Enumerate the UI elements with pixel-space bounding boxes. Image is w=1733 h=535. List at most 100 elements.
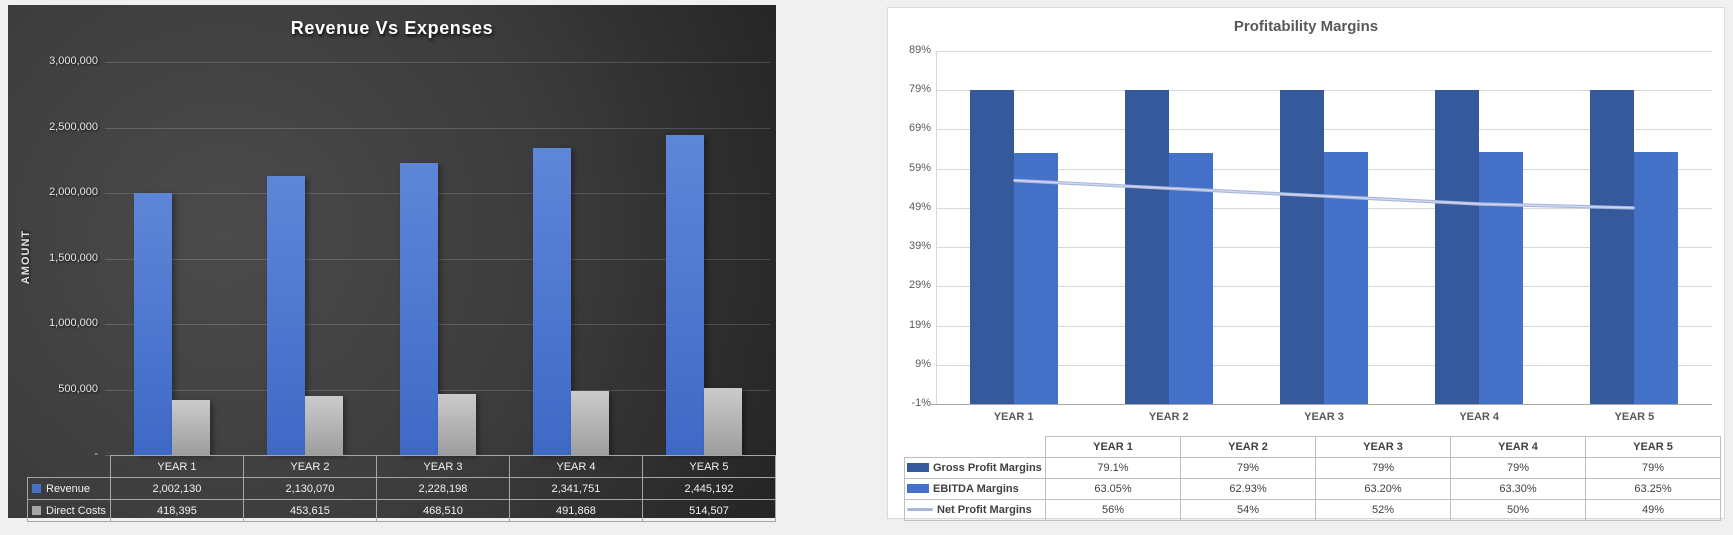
legend-cell-gross-profit-margins: Gross Profit Margins: [904, 457, 1046, 479]
y-tick-label: -: [94, 448, 98, 460]
y-tick-label: -1%: [911, 397, 931, 409]
table-value-cell: 79%: [1450, 457, 1586, 479]
revenue-bar-year-3: [399, 163, 438, 455]
y-tick-label: 1,500,000: [49, 251, 98, 264]
gross-profit-margins-bar-year-1: [969, 89, 1014, 404]
direct-costs-bar-year-5: [703, 387, 742, 455]
x-category-label: YEAR 5: [1614, 411, 1655, 423]
revenue-bar-year-4: [532, 148, 571, 455]
table-value-cell: 79.1%: [1045, 457, 1181, 479]
data-table: YEAR 1 YEAR 2 YEAR 3 YEAR 4 YEAR 5 Revenue 2,0…: [27, 455, 777, 522]
table-value-cell: 514,507: [641, 499, 777, 522]
table-header-cell: YEAR 4: [508, 455, 643, 478]
legend-cell-ebitda-margins: EBITDA Margins: [904, 478, 1046, 500]
gross-profit-margins-bar-year-3: [1280, 90, 1324, 404]
table-value-cell: 49%: [1585, 499, 1721, 521]
plot-area: 3,000,000 2,500,000 2,000,000 1,500,000 1,00…: [8, 5, 776, 518]
direct-costs-bar-year-1: [171, 400, 210, 455]
table-header-cell: YEAR 5: [1585, 436, 1721, 458]
y-tick-label: 49%: [908, 200, 931, 213]
revenue-bar-year-5: [665, 134, 704, 455]
chart-title: Profitability Margins: [1233, 18, 1379, 35]
table-value-cell: 54%: [1180, 499, 1316, 521]
x-category-label: YEAR 1: [993, 411, 1034, 423]
table-value-cell: 63.20%: [1315, 478, 1451, 500]
table-row-direct-costs: Direct Costs 418,395 453,615 468,510 491,868…: [27, 499, 777, 522]
y-tick-label: 2,500,000: [49, 120, 98, 133]
gridline: [936, 51, 1712, 52]
x-category-label: YEAR 3: [1304, 411, 1344, 423]
table-header-cell: YEAR 1: [1045, 436, 1181, 458]
table-header-cell: YEAR 2: [1180, 436, 1316, 458]
table-header-row: YEAR 1 YEAR 2 YEAR 3 YEAR 4 YEAR 5: [905, 436, 1721, 458]
table-value-cell: 79%: [1585, 457, 1721, 479]
table-value-cell: 63.05%: [1045, 478, 1181, 500]
y-axis-line: [936, 51, 937, 404]
y-tick-label: 79%: [908, 83, 931, 96]
gridline: [105, 193, 770, 194]
direct-costs-bar-year-2: [304, 395, 343, 455]
table-value-cell: 63.25%: [1585, 478, 1721, 500]
table-value-cell: 62.93%: [1180, 478, 1316, 500]
y-tick-label: 2,000,000: [49, 186, 98, 198]
ebitda-margins-legend-swatch: [907, 484, 929, 493]
revenue-vs-expenses-chart[interactable]: Revenue Vs Expenses AMOUNT 3,000,000 2,50…: [8, 5, 777, 522]
gridline: [105, 62, 770, 63]
table-value-cell: 2,341,751: [508, 477, 643, 500]
table-row-ebitda-margins: EBITDA Margins 63.05% 62.93% 63.20% 63.30% 63…: [904, 478, 1721, 500]
y-tick-label: 39%: [908, 240, 931, 253]
y-tick-label: 59%: [908, 161, 931, 174]
table-value-cell: 2,445,192: [641, 477, 777, 500]
table-value-cell: 418,395: [109, 499, 244, 522]
gridline: [936, 90, 1712, 92]
table-value-cell: 2,228,198: [375, 477, 510, 500]
gridline: [936, 129, 1712, 131]
y-tick-label: 89%: [908, 44, 931, 56]
y-tick-label: 19%: [908, 318, 931, 331]
gridline: [105, 389, 770, 391]
direct-costs-legend-swatch: [32, 505, 41, 515]
table-header-cell: YEAR 5: [641, 455, 777, 478]
table-header-row: YEAR 1 YEAR 2 YEAR 3 YEAR 4 YEAR 5: [28, 455, 777, 478]
ebitda-margins-bar-year-5: [1634, 151, 1679, 404]
table-value-cell: 56%: [1045, 499, 1181, 521]
table-value-cell: 468,510: [375, 499, 510, 522]
plot-area: 89% 79% 69% 59% 49% 39% 29% 19% 9% -1% YEAR 1 YEAR …: [888, 8, 1724, 518]
table-value-cell: 2,130,070: [242, 477, 377, 500]
profitability-margins-chart[interactable]: Profitability Margins 89% 79% 69% 59% 49% 39%…: [887, 7, 1725, 521]
y-tick-label: 69%: [908, 122, 931, 135]
gross-profit-margins-bar-year-5: [1590, 90, 1635, 404]
table-header-cell: YEAR 1: [109, 455, 244, 478]
x-category-label: YEAR 2: [1148, 411, 1189, 423]
ebitda-margins-bar-year-2: [1168, 153, 1213, 404]
table-header-cell: YEAR 3: [375, 455, 510, 478]
legend-cell-direct-costs: Direct Costs: [27, 499, 111, 522]
table-value-cell: 52%: [1315, 499, 1451, 521]
y-tick-label: 3,000,000: [49, 55, 98, 67]
table-header-cell: YEAR 2: [242, 455, 377, 478]
table-value-cell: 79%: [1180, 457, 1316, 479]
table-header-cell: YEAR 4: [1450, 436, 1586, 458]
revenue-bar-year-1: [133, 192, 172, 455]
gross-profit-margins-bar-year-4: [1435, 90, 1480, 404]
table-row-revenue: Revenue 2,002,130 2,130,070 2,228,198 2,341,…: [27, 477, 777, 500]
gridline: [105, 324, 770, 325]
table-value-cell: 453,615: [242, 499, 377, 522]
ebitda-margins-bar-year-4: [1479, 151, 1524, 404]
y-tick-label: 29%: [908, 279, 931, 292]
table-value-cell: 2,002,130: [109, 477, 244, 500]
table-corner-blank: [905, 437, 1046, 458]
table-corner-blank: [28, 456, 111, 478]
revenue-legend-swatch: [32, 483, 41, 493]
table-value-cell: 491,868: [508, 499, 643, 522]
gross-profit-margins-legend-swatch: [907, 463, 929, 472]
table-value-cell: 50%: [1450, 499, 1586, 521]
ebitda-margins-bar-year-1: [1013, 152, 1058, 404]
legend-cell-revenue: Revenue: [27, 477, 111, 500]
table-header-cell: YEAR 3: [1315, 436, 1451, 458]
net-profit-margins-legend-swatch: [907, 508, 933, 511]
gridline: [105, 258, 770, 260]
data-table: YEAR 1 YEAR 2 YEAR 3 YEAR 4 YEAR 5 Gross Prof…: [904, 436, 1721, 521]
y-tick-label: 1,000,000: [49, 317, 98, 329]
table-value-cell: 79%: [1315, 457, 1451, 479]
